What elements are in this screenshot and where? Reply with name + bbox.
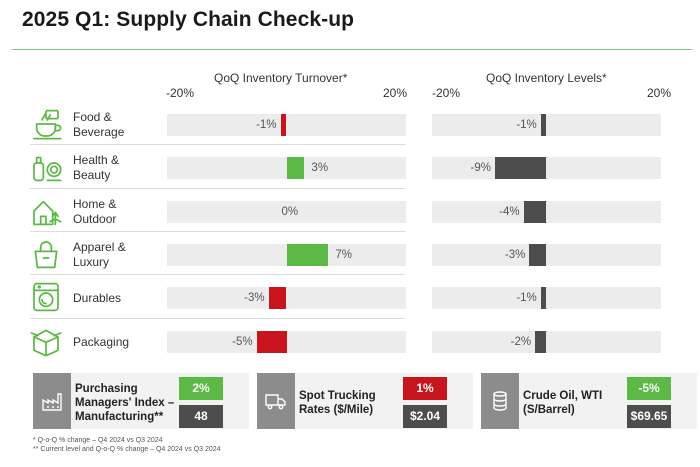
levels-chart-title: QoQ Inventory Levels* [486,71,607,85]
crude-label-line: (S/Barrel) [523,404,575,416]
bar-track [167,200,406,223]
bar-track [432,114,661,136]
levels-bar [494,157,547,180]
pmi-label-line: Manufacturing** [75,411,164,423]
turnover-bar [286,243,329,266]
levels-value-label: -1% [516,119,537,131]
category-label-line: Food & [73,110,112,124]
category-label-line: Packaging [73,334,130,349]
pmi-label-line: Purchasing [75,383,138,395]
turnover-bar [280,114,287,136]
turnover-bar [286,157,305,180]
trucking-card: Spot Trucking Rates ($/Mile) 1% $2.04 [257,373,473,429]
factory-icon [33,373,71,429]
row-divider [30,144,405,146]
row-divider [30,274,405,276]
turnover-chart-title: QoQ Inventory Turnover* [214,71,348,85]
category-label-line: Apparel & [73,239,126,254]
levels-bar [540,287,547,310]
category-label-line: Home & [73,196,117,211]
turnover-value-label: -1% [256,119,277,131]
crude-value-badge: $69.65 [627,405,671,428]
category-label-line: Beauty [73,168,111,183]
coffee-cup-icon [30,108,62,140]
title-divider [12,49,692,50]
pmi-change-badge: 2% [179,377,223,400]
levels-bar [540,114,547,136]
category-label: Apparel & Luxury [73,240,163,270]
crude-label-line: Crude Oil, WTI [523,390,603,402]
box-icon [30,325,62,357]
trucking-change-badge: 1% [403,377,447,400]
category-label: Durables [73,291,163,306]
pmi-value-badge: 48 [179,405,223,428]
bar-track [167,114,406,136]
levels-value-label: -2% [510,335,532,348]
levels-bar [535,330,547,353]
category-label-line: Luxury [73,254,110,269]
turnover-bar [268,287,287,310]
category-label-line: Outdoor [73,211,117,226]
oil-barrel-icon [481,373,519,429]
bar-track [167,287,406,310]
washing-machine-icon [30,281,62,313]
cosmetics-icon [30,151,62,183]
levels-tick-max: 20% [647,86,672,100]
house-icon [30,195,62,227]
bar-track [432,243,661,266]
category-label-line: Durables [73,291,122,306]
turnover-value-label: 3% [311,162,329,175]
pmi-label-line: Managers' Index – [75,397,175,409]
levels-value-label: -4% [499,205,520,218]
pmi-card: Purchasing Managers' Index – Manufacturi… [33,373,249,429]
row-divider [30,317,405,319]
levels-bar [529,243,547,266]
category-label: Food & Beverage [73,110,163,140]
category-label: Home & Outdoor [73,197,163,227]
turnover-tick-max: 20% [383,86,408,100]
category-label-line: Beverage [73,125,125,139]
crude-change-badge: -5% [627,377,671,400]
row-divider [30,187,405,189]
trucking-label-line: Spot Trucking [299,390,376,402]
footnote: ** Current level and Q-o-Q % change – Q4… [33,446,221,453]
crude-oil-card: Crude Oil, WTI (S/Barrel) -5% $69.65 [481,373,697,429]
bar-track [432,157,661,180]
trucking-value-badge: $2.04 [403,405,447,428]
levels-bar [523,200,547,223]
turnover-tick-min: -20% [166,86,195,100]
turnover-value-label: 0% [281,205,299,218]
page-title: 2025 Q1: Supply Chain Check-up [22,8,355,31]
levels-tick-min: -20% [432,86,461,100]
turnover-value-label: -5% [232,335,253,348]
row-divider [30,230,405,232]
levels-value-label: -9% [470,162,491,175]
turnover-value-label: 7% [335,248,352,261]
bar-track [432,200,661,223]
bar-track [432,330,661,353]
truck-icon [257,373,295,429]
turnover-value-label: -3% [244,292,265,305]
footnote: * Q-o-Q % change – Q4 2024 vs Q3 2024 [33,437,163,444]
handbag-icon [30,238,62,270]
trucking-label-line: Rates ($/Mile) [299,404,374,416]
turnover-bar [256,330,287,353]
category-label: Health & Beauty [73,153,163,183]
bar-track [167,330,406,353]
category-label: Packaging [73,335,163,350]
category-label-line: Health & [73,153,120,168]
levels-value-label: -1% [516,292,537,305]
bar-track [432,287,661,310]
levels-value-label: -3% [504,248,526,261]
